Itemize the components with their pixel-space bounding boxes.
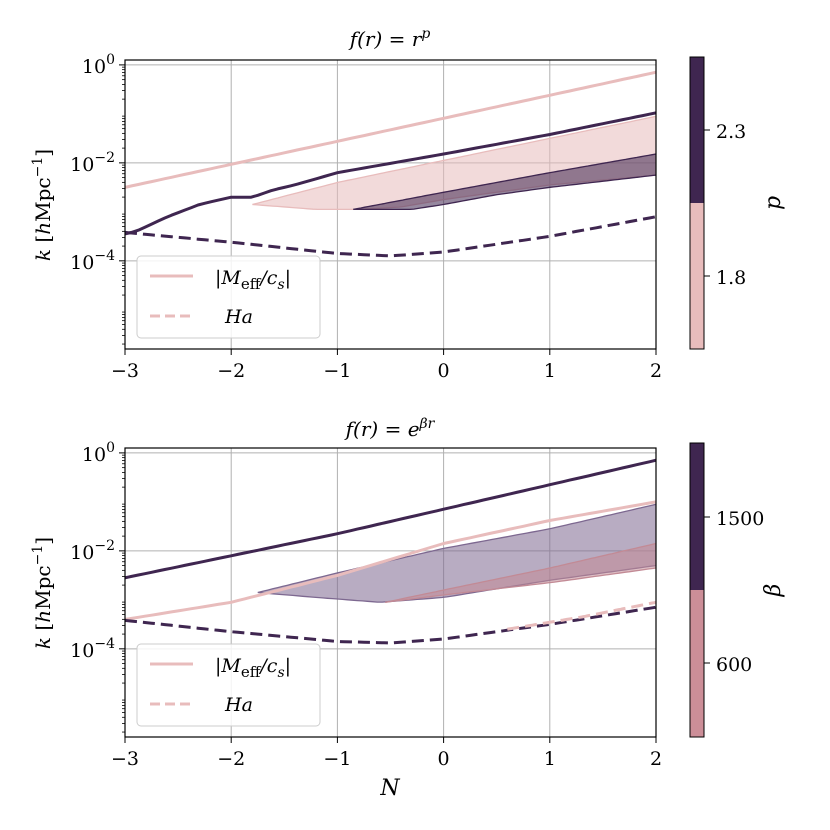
- band-lower-edge: [385, 567, 656, 603]
- panel-bottom-legend: |Meff/cs| Ha: [136, 643, 321, 727]
- series-line-ha: [507, 600, 656, 631]
- colorbar-bottom-tick-low: 600: [716, 654, 752, 676]
- panel-bottom-ylabel: k [hMpc−1]: [30, 537, 55, 649]
- panel-bottom-frame: [124, 447, 657, 738]
- series-line-ha: [125, 605, 656, 645]
- panel-top-colorbar: 2.3 1.8 p: [689, 56, 786, 350]
- colorbar-top-tick-low: 1.8: [716, 267, 746, 289]
- legend-entry-ha: Ha: [224, 694, 253, 716]
- y-tick-label: 10−2: [70, 538, 115, 564]
- panel-bottom-lines: [125, 458, 656, 645]
- colorbar-bottom-label: β: [761, 584, 786, 598]
- x-tick-label: −3: [111, 360, 139, 382]
- panel-top-lines: [125, 70, 656, 258]
- series-line-ha: [125, 215, 656, 258]
- band-upper-edge: [385, 542, 656, 603]
- y-tick-label: 10−4: [70, 248, 115, 274]
- panel-top-bands: [252, 115, 656, 211]
- y-tick-label: 10−4: [70, 636, 115, 662]
- x-tick-label: 0: [438, 748, 450, 770]
- band-lower-edge: [353, 174, 656, 211]
- band-upper-edge: [252, 115, 656, 206]
- x-tick-label: −2: [217, 360, 245, 382]
- x-tick-label: 1: [544, 748, 556, 770]
- band-upper-edge: [257, 503, 656, 594]
- panel-top-title: f(r) = rp: [348, 26, 431, 51]
- band-region: [385, 543, 656, 603]
- colorbar-bottom-tick-high: 1500: [716, 508, 764, 530]
- series-line-meff: [125, 500, 656, 621]
- band-region: [252, 116, 656, 210]
- panel-top-frame: [124, 59, 657, 350]
- band-upper-edge: [353, 153, 656, 211]
- panel-top-legend: |Meff/cs| Ha: [136, 255, 321, 339]
- x-tick-label: 2: [650, 360, 662, 382]
- panel-bottom-colorbar: 1500 600 β: [689, 442, 786, 738]
- x-tick-label: 1: [544, 360, 556, 382]
- series-line-meff: [125, 111, 656, 236]
- x-tick-label: −1: [323, 360, 351, 382]
- series-line-meff: [125, 70, 656, 189]
- panel-bottom-xlabel: N: [379, 776, 400, 801]
- x-tick-label: −2: [217, 748, 245, 770]
- y-tick-label: 10−2: [70, 150, 115, 176]
- x-tick-label: −3: [111, 748, 139, 770]
- colorbar-top-tick-high: 2.3: [716, 121, 746, 143]
- y-tick-label: 100: [82, 440, 115, 466]
- panel-top: f(r) = rp −3 −2 −1 0 1 2 100 10−2 10−4 k [hMpc−1…: [30, 26, 786, 382]
- panel-bottom-bands: [257, 503, 656, 603]
- colorbar-top-label: p: [761, 196, 786, 210]
- x-tick-label: −1: [323, 748, 351, 770]
- panel-bottom-title: f(r) = eβr: [344, 416, 436, 441]
- panel-top-ticks: −3 −2 −1 0 1 2 100 10−2 10−4: [70, 52, 662, 382]
- panel-bottom: f(r) = eβr −3 −2 −1 0 1 2 100 10−2 10−4 k [hMpc−…: [30, 416, 786, 801]
- panel-top-ylabel: k [hMpc−1]: [30, 149, 55, 261]
- panel-bottom-ticks: −3 −2 −1 0 1 2 100 10−2 10−4: [70, 440, 662, 770]
- series-line-meff: [125, 458, 656, 580]
- x-tick-label: 2: [650, 748, 662, 770]
- x-tick-label: 0: [438, 360, 450, 382]
- legend-entry-ha: Ha: [224, 306, 253, 328]
- y-tick-label: 100: [82, 52, 115, 78]
